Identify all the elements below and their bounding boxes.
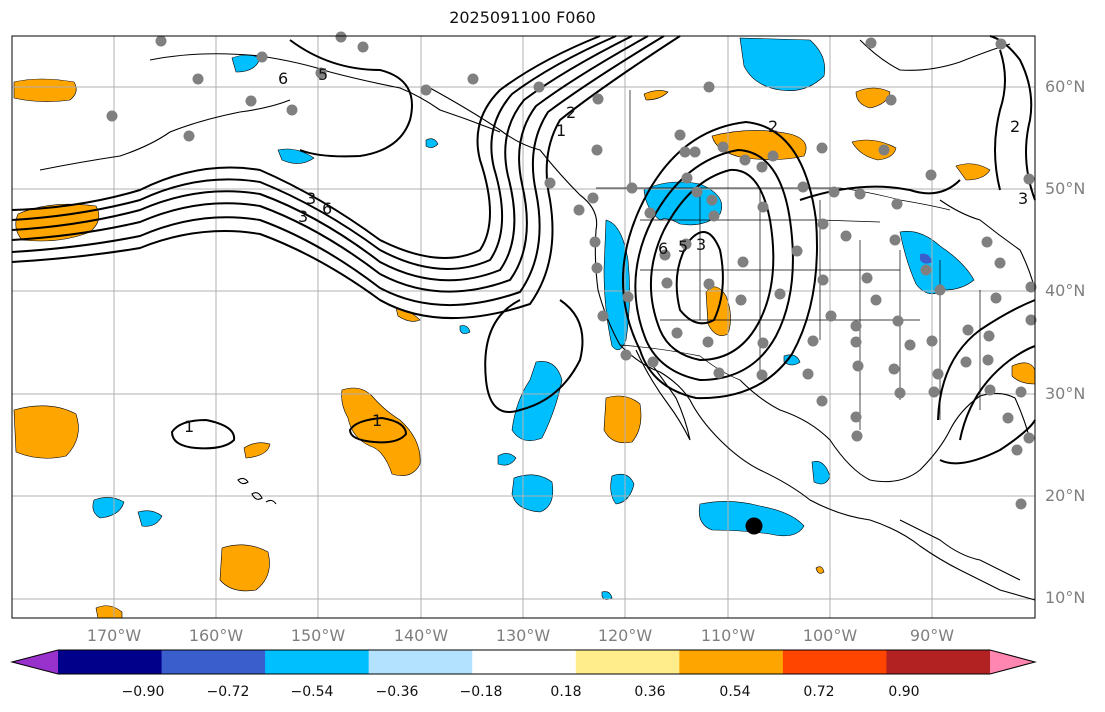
negative-anomaly — [137, 510, 163, 527]
contour-label: 2 — [1010, 117, 1020, 136]
colorbar-tick-label: −0.72 — [206, 684, 250, 700]
positive-anomaly — [603, 395, 642, 444]
colorbar-tick-label: 0.18 — [550, 684, 582, 700]
contour-label: 1 — [184, 417, 194, 436]
positive-anomaly — [643, 90, 669, 101]
coastlines — [39, 39, 1036, 601]
colorbar-extend-high — [990, 650, 1035, 674]
positive-anomaly — [13, 405, 79, 459]
colorbar-tick-label: 0.54 — [719, 684, 751, 700]
contour-label: 6 — [322, 199, 332, 218]
negative-anomaly — [511, 361, 563, 441]
longitude-label: 90°W — [909, 626, 955, 645]
contour-label: 1 — [556, 121, 566, 140]
colorbar-tick-label: 0.36 — [634, 684, 666, 700]
colorbar-tick-label: −0.36 — [375, 684, 419, 700]
longitude-label: 150°W — [290, 626, 346, 645]
colorbar-segment — [472, 650, 577, 674]
positive-anomaly — [341, 387, 421, 476]
positive-anomaly — [219, 544, 270, 592]
positive-anomaly — [955, 163, 991, 181]
longitude-label: 100°W — [802, 626, 858, 645]
colorbar-segment — [58, 650, 163, 674]
contour-label: 3 — [696, 235, 706, 254]
colorbar-extend-low — [12, 650, 58, 674]
colorbar-tick-label: 0.90 — [888, 684, 920, 700]
contour-label: 2 — [768, 117, 778, 136]
positive-anomaly — [13, 78, 77, 102]
colorbar-segment — [575, 650, 680, 674]
negative-anomaly — [899, 231, 975, 295]
contour-label: 3 — [1018, 189, 1028, 208]
longitude-label: 130°W — [495, 626, 551, 645]
longitude-label: 170°W — [86, 626, 142, 645]
negative-anomaly — [277, 148, 315, 164]
latitude-label: 10°N — [1045, 588, 1086, 607]
colorbar-segment — [886, 650, 991, 674]
shaded-anomalies — [13, 37, 1036, 619]
colorbar — [10, 649, 1037, 675]
contour-label: 6 — [278, 69, 288, 88]
negative-anomaly — [739, 37, 825, 91]
map-title: 2025091100 F060 — [449, 8, 596, 27]
latitude-label: 50°N — [1045, 179, 1086, 198]
positive-anomaly — [855, 87, 891, 109]
colorbar-segment — [161, 650, 266, 674]
colorbar-tick-label: −0.54 — [290, 684, 334, 700]
positive-anomaly — [243, 442, 271, 459]
colorbar-tick-label: −0.90 — [121, 684, 165, 700]
latitude-label: 60°N — [1045, 77, 1086, 96]
map-frame — [11, 35, 1036, 619]
longitude-label: 160°W — [188, 626, 244, 645]
negative-anomaly — [459, 325, 471, 334]
contour-label: 1 — [372, 411, 382, 430]
latitude-label: 40°N — [1045, 281, 1086, 300]
longitude-label: 110°W — [700, 626, 756, 645]
contour-label: 3 — [298, 207, 308, 226]
negative-anomaly — [92, 497, 125, 519]
colorbar-segment — [265, 650, 370, 674]
latitude-label: 30°N — [1045, 384, 1086, 403]
negative-anomaly — [920, 253, 932, 264]
longitude-label: 140°W — [393, 626, 449, 645]
station-markers — [106, 31, 1037, 535]
contour-label: 3 — [306, 189, 316, 208]
colorbar-tick-label: 0.72 — [803, 684, 835, 700]
contour-label: 6 — [658, 239, 668, 258]
colorbar-tick-label: −0.18 — [459, 684, 503, 700]
colorbar-segment — [679, 650, 784, 674]
positive-anomaly — [815, 566, 825, 574]
longitude-label: 120°W — [597, 626, 653, 645]
contour-label: 5 — [678, 237, 688, 256]
negative-anomaly — [601, 591, 613, 600]
colorbar-segment — [782, 650, 887, 674]
colorbar-segment — [368, 650, 473, 674]
negative-anomaly — [511, 474, 554, 513]
negative-anomaly — [425, 138, 439, 148]
height-contours — [11, 35, 1036, 465]
latitude-label: 20°N — [1045, 486, 1086, 505]
contour-label: 5 — [318, 65, 328, 84]
colorbar-outline — [10, 649, 1037, 675]
contour-labels: 6 5 3 6 3 2 1 2 6 5 3 1 1 2 3 — [184, 65, 1028, 436]
negative-anomaly — [497, 453, 517, 466]
contour-label: 2 — [566, 103, 576, 122]
